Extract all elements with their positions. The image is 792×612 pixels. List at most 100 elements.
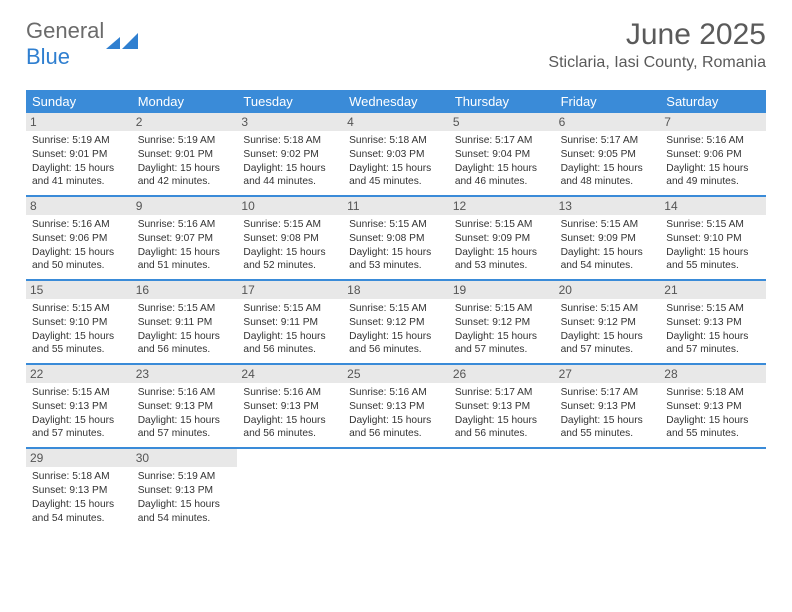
daylight-line-2: and 56 minutes. (349, 343, 443, 357)
daylight-line-1: Daylight: 15 hours (349, 330, 443, 344)
daylight-line-1: Daylight: 15 hours (243, 162, 337, 176)
calendar-day: 23Sunrise: 5:16 AMSunset: 9:13 PMDayligh… (132, 365, 238, 447)
sunrise-line: Sunrise: 5:15 AM (138, 302, 232, 316)
dow-friday: Friday (555, 90, 661, 113)
sunset-line: Sunset: 9:13 PM (561, 400, 655, 414)
daylight-line-2: and 45 minutes. (349, 175, 443, 189)
sunrise-line: Sunrise: 5:19 AM (138, 134, 232, 148)
daylight-line-2: and 56 minutes. (243, 343, 337, 357)
daylight-line-2: and 55 minutes. (32, 343, 126, 357)
dow-monday: Monday (132, 90, 238, 113)
sunrise-line: Sunrise: 5:15 AM (349, 302, 443, 316)
daylight-line-1: Daylight: 15 hours (32, 414, 126, 428)
daylight-line-2: and 56 minutes. (455, 427, 549, 441)
day-number: 4 (343, 113, 449, 131)
sunset-line: Sunset: 9:06 PM (666, 148, 760, 162)
sunrise-line: Sunrise: 5:15 AM (561, 302, 655, 316)
daylight-line-1: Daylight: 15 hours (32, 330, 126, 344)
day-number: 22 (26, 365, 132, 383)
location-subtitle: Sticlaria, Iasi County, Romania (548, 54, 766, 72)
daylight-line-1: Daylight: 15 hours (666, 414, 760, 428)
calendar-body: 1Sunrise: 5:19 AMSunset: 9:01 PMDaylight… (26, 113, 766, 531)
sunrise-line: Sunrise: 5:15 AM (349, 218, 443, 232)
calendar-day: 13Sunrise: 5:15 AMSunset: 9:09 PMDayligh… (555, 197, 661, 279)
sunrise-line: Sunrise: 5:16 AM (138, 386, 232, 400)
daylight-line-1: Daylight: 15 hours (32, 162, 126, 176)
daylight-line-1: Daylight: 15 hours (561, 330, 655, 344)
calendar-day: . (237, 449, 343, 531)
daylight-line-1: Daylight: 15 hours (32, 498, 126, 512)
sunset-line: Sunset: 9:13 PM (349, 400, 443, 414)
daylight-line-1: Daylight: 15 hours (455, 162, 549, 176)
calendar-day: 19Sunrise: 5:15 AMSunset: 9:12 PMDayligh… (449, 281, 555, 363)
header: General Blue June 2025 Sticlaria, Iasi C… (26, 18, 766, 72)
sunset-line: Sunset: 9:10 PM (32, 316, 126, 330)
sunset-line: Sunset: 9:05 PM (561, 148, 655, 162)
sunrise-line: Sunrise: 5:16 AM (349, 386, 443, 400)
daylight-line-1: Daylight: 15 hours (138, 246, 232, 260)
sunrise-line: Sunrise: 5:19 AM (32, 134, 126, 148)
calendar-day: 10Sunrise: 5:15 AMSunset: 9:08 PMDayligh… (237, 197, 343, 279)
daylight-line-1: Daylight: 15 hours (666, 162, 760, 176)
calendar-day: 11Sunrise: 5:15 AMSunset: 9:08 PMDayligh… (343, 197, 449, 279)
sunrise-line: Sunrise: 5:18 AM (666, 386, 760, 400)
sunset-line: Sunset: 9:12 PM (455, 316, 549, 330)
day-number: 30 (132, 449, 238, 467)
daylight-line-1: Daylight: 15 hours (243, 246, 337, 260)
sunrise-line: Sunrise: 5:17 AM (561, 386, 655, 400)
day-number: 14 (660, 197, 766, 215)
daylight-line-2: and 57 minutes. (561, 343, 655, 357)
sunrise-line: Sunrise: 5:18 AM (32, 470, 126, 484)
calendar-day: 12Sunrise: 5:15 AMSunset: 9:09 PMDayligh… (449, 197, 555, 279)
day-number: 7 (660, 113, 766, 131)
daylight-line-2: and 57 minutes. (32, 427, 126, 441)
daylight-line-1: Daylight: 15 hours (32, 246, 126, 260)
calendar-day: 15Sunrise: 5:15 AMSunset: 9:10 PMDayligh… (26, 281, 132, 363)
daylight-line-1: Daylight: 15 hours (666, 246, 760, 260)
sunset-line: Sunset: 9:13 PM (32, 484, 126, 498)
calendar-day: 28Sunrise: 5:18 AMSunset: 9:13 PMDayligh… (660, 365, 766, 447)
sunset-line: Sunset: 9:04 PM (455, 148, 549, 162)
calendar-day: 7Sunrise: 5:16 AMSunset: 9:06 PMDaylight… (660, 113, 766, 195)
sunset-line: Sunset: 9:08 PM (243, 232, 337, 246)
dow-header-row: Sunday Monday Tuesday Wednesday Thursday… (26, 90, 766, 113)
sunrise-line: Sunrise: 5:16 AM (32, 218, 126, 232)
logo-mark-icon (106, 31, 140, 57)
daylight-line-2: and 51 minutes. (138, 259, 232, 273)
sunset-line: Sunset: 9:06 PM (32, 232, 126, 246)
sunset-line: Sunset: 9:13 PM (243, 400, 337, 414)
daylight-line-2: and 52 minutes. (243, 259, 337, 273)
calendar-day: 27Sunrise: 5:17 AMSunset: 9:13 PMDayligh… (555, 365, 661, 447)
daylight-line-2: and 57 minutes. (138, 427, 232, 441)
dow-tuesday: Tuesday (237, 90, 343, 113)
calendar-day: . (343, 449, 449, 531)
daylight-line-2: and 54 minutes. (138, 512, 232, 526)
daylight-line-2: and 49 minutes. (666, 175, 760, 189)
sunset-line: Sunset: 9:03 PM (349, 148, 443, 162)
calendar-day: 20Sunrise: 5:15 AMSunset: 9:12 PMDayligh… (555, 281, 661, 363)
calendar-day: 4Sunrise: 5:18 AMSunset: 9:03 PMDaylight… (343, 113, 449, 195)
sunrise-line: Sunrise: 5:15 AM (561, 218, 655, 232)
logo-word-blue: Blue (26, 44, 70, 69)
day-number: 29 (26, 449, 132, 467)
calendar-day: 21Sunrise: 5:15 AMSunset: 9:13 PMDayligh… (660, 281, 766, 363)
sunrise-line: Sunrise: 5:15 AM (32, 386, 126, 400)
daylight-line-1: Daylight: 15 hours (349, 246, 443, 260)
sunset-line: Sunset: 9:13 PM (32, 400, 126, 414)
daylight-line-1: Daylight: 15 hours (349, 414, 443, 428)
daylight-line-1: Daylight: 15 hours (138, 330, 232, 344)
calendar-day: 1Sunrise: 5:19 AMSunset: 9:01 PMDaylight… (26, 113, 132, 195)
day-number: 3 (237, 113, 343, 131)
day-number: 9 (132, 197, 238, 215)
daylight-line-1: Daylight: 15 hours (561, 162, 655, 176)
day-number: 10 (237, 197, 343, 215)
daylight-line-2: and 55 minutes. (561, 427, 655, 441)
day-number: 25 (343, 365, 449, 383)
calendar-day: . (449, 449, 555, 531)
day-number: 1 (26, 113, 132, 131)
calendar-day: 6Sunrise: 5:17 AMSunset: 9:05 PMDaylight… (555, 113, 661, 195)
sunset-line: Sunset: 9:12 PM (561, 316, 655, 330)
day-number: 18 (343, 281, 449, 299)
sunset-line: Sunset: 9:09 PM (561, 232, 655, 246)
calendar-day: 5Sunrise: 5:17 AMSunset: 9:04 PMDaylight… (449, 113, 555, 195)
